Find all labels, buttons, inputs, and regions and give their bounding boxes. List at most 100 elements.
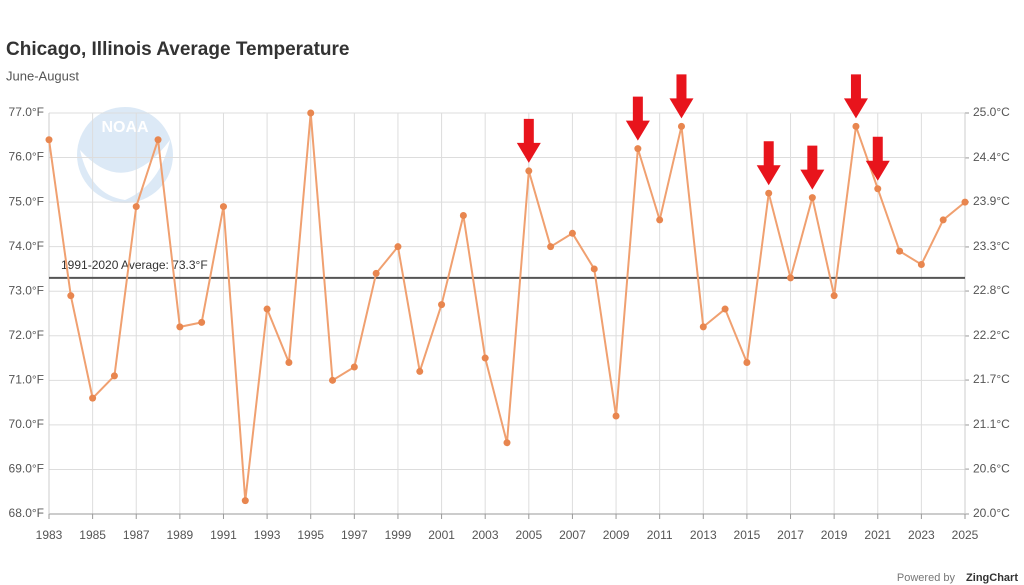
data-point [503,439,511,447]
data-point [241,497,249,505]
y2-tick-label: 23.9°C [973,194,1010,208]
x-tick-label: 1995 [297,528,324,542]
logo-circle [77,107,173,203]
highlight-arrow [756,141,781,186]
x-tick-label: 2013 [690,528,717,542]
reference-label: 1991-2020 Average: 73.3°F [61,258,208,272]
data-point [110,372,118,380]
highlight-arrow [800,145,825,190]
x-tick-label: 1987 [123,528,150,542]
y2-tick-label: 21.7°C [973,372,1010,386]
data-point [896,247,904,255]
y-tick-label: 69.0°F [9,462,44,476]
x-tick-label: 2023 [908,528,935,542]
x-tick-label: 2005 [515,528,542,542]
data-point [329,376,337,384]
data-point [808,194,816,202]
data-point [743,359,751,367]
data-point [67,292,75,300]
data-point [45,136,53,144]
y-tick-label: 76.0°F [9,150,44,164]
highlight-arrow [669,74,694,119]
y2-tick-label: 20.0°C [973,506,1010,520]
x-tick-label: 2007 [559,528,586,542]
x-tick-label: 2009 [603,528,630,542]
data-point [721,305,729,313]
data-point [787,274,795,282]
x-tick-label: 1983 [36,528,63,542]
x-tick-label: 2003 [472,528,499,542]
x-tick-label: 1989 [167,528,194,542]
x-tick-label: 2021 [864,528,891,542]
data-point [547,243,555,251]
x-tick-label: 1999 [385,528,412,542]
data-point [372,269,380,277]
data-point [568,229,576,237]
data-point [394,243,402,251]
highlight-arrow [865,136,890,181]
highlight-arrow [625,96,650,141]
data-point [525,167,533,175]
credit-brand: ZingChart [966,572,1018,584]
y-tick-label: 70.0°F [9,417,44,431]
data-point [634,145,642,153]
data-point [917,260,925,268]
data-point [459,211,467,219]
chart-title: Chicago, Illinois Average Temperature [6,39,350,60]
highlight-arrow [516,118,541,163]
data-point [677,122,685,130]
y2-tick-label: 21.1°C [973,417,1010,431]
data-point [416,367,424,375]
x-tick-label: 1985 [79,528,106,542]
data-point [132,203,140,211]
y2-tick-label: 22.8°C [973,283,1010,297]
y2-tick-label: 25.0°C [973,105,1010,119]
data-point [852,122,860,130]
x-tick-label: 2001 [428,528,455,542]
y2-tick-label: 23.3°C [973,239,1010,253]
x-tick-label: 2015 [734,528,761,542]
data-point [765,189,773,197]
data-point [874,185,882,193]
chart-subtitle: June-August [6,68,79,83]
y-tick-label: 71.0°F [9,373,44,387]
data-point [350,363,358,371]
noaa-logo: NOAA [77,107,173,203]
data-point [307,109,315,117]
data-point [590,265,598,273]
y2-tick-label: 20.6°C [973,461,1010,475]
y-tick-label: 73.0°F [9,283,44,297]
y-tick-label: 74.0°F [9,239,44,253]
logo-wave [80,140,170,200]
x-tick-label: 2017 [777,528,804,542]
y-tick-label: 75.0°F [9,194,44,208]
x-tick-label: 1997 [341,528,368,542]
credit-prefix: Powered by [897,572,956,584]
x-tick-label: 1993 [254,528,281,542]
data-point [285,359,293,367]
y2-tick-label: 24.4°C [973,150,1010,164]
data-point [219,203,227,211]
data-point [89,394,97,402]
data-point [656,216,664,224]
data-point [961,198,969,206]
data-point [198,318,206,326]
data-point [481,354,489,362]
y-tick-label: 72.0°F [9,328,44,342]
x-tick-label: 1991 [210,528,237,542]
data-point [176,323,184,331]
y-tick-label: 77.0°F [9,105,44,119]
y-tick-label: 68.0°F [9,506,44,520]
data-point [263,305,271,313]
data-point [612,412,620,420]
logo-text: NOAA [101,119,149,136]
highlight-arrow [843,74,868,119]
data-point [830,292,838,300]
y2-tick-label: 22.2°C [973,328,1010,342]
data-point [438,301,446,309]
x-tick-label: 2025 [952,528,979,542]
x-tick-label: 2011 [647,528,673,542]
data-point [939,216,947,224]
x-tick-label: 2019 [821,528,848,542]
